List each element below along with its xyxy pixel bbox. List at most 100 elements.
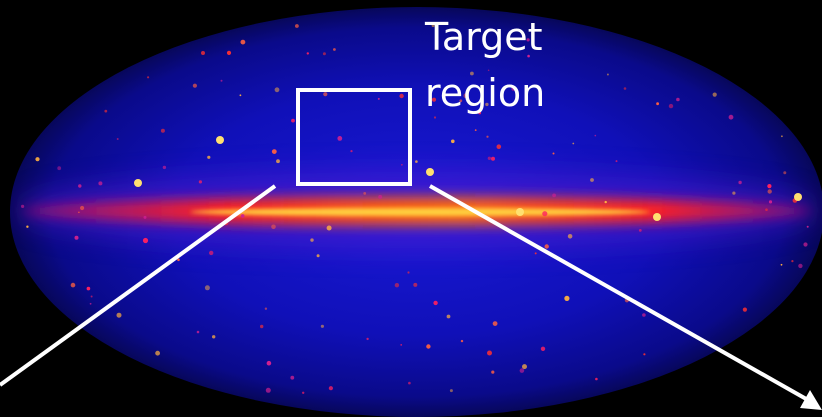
point-source <box>241 40 246 45</box>
point-source <box>104 110 107 113</box>
point-source <box>595 135 597 137</box>
point-source <box>669 104 673 108</box>
point-source <box>783 171 786 174</box>
point-source <box>493 321 498 326</box>
point-source <box>75 236 79 240</box>
point-source <box>323 92 327 96</box>
point-source <box>193 84 197 88</box>
point-source <box>769 200 772 203</box>
point-source <box>275 87 280 92</box>
point-source <box>363 192 366 195</box>
point-source <box>366 338 368 340</box>
point-source <box>447 315 451 319</box>
bright-source <box>516 208 524 216</box>
point-source <box>35 157 39 161</box>
point-source <box>395 283 399 287</box>
point-source <box>461 340 463 342</box>
point-source <box>451 140 455 144</box>
point-source <box>767 184 771 188</box>
point-source <box>564 296 569 301</box>
point-source <box>781 264 783 266</box>
point-source <box>143 238 148 243</box>
point-source <box>542 211 547 216</box>
galactic-core <box>190 208 650 216</box>
point-source <box>271 225 276 230</box>
point-source <box>207 156 210 159</box>
point-source <box>87 287 91 291</box>
point-source <box>791 260 793 262</box>
point-source <box>327 226 332 231</box>
point-source <box>605 201 607 203</box>
point-source <box>475 129 477 131</box>
point-source <box>729 115 734 120</box>
point-source <box>267 361 272 366</box>
bright-source <box>426 168 434 176</box>
point-source <box>205 285 210 290</box>
point-source <box>291 119 295 123</box>
point-source <box>798 264 802 268</box>
point-source <box>266 388 271 393</box>
point-source <box>295 24 299 28</box>
point-source <box>522 364 527 369</box>
point-source <box>803 242 807 246</box>
point-source <box>568 234 573 239</box>
point-source <box>260 325 263 328</box>
point-source <box>290 376 294 380</box>
point-source <box>209 251 213 255</box>
point-source <box>117 138 119 140</box>
point-source <box>433 301 437 305</box>
point-source <box>21 205 24 208</box>
point-source <box>98 181 102 185</box>
point-source <box>71 283 76 288</box>
point-source <box>413 283 417 287</box>
point-source <box>643 353 645 355</box>
point-source <box>639 229 642 232</box>
point-source <box>616 160 618 162</box>
point-source <box>768 189 772 193</box>
point-source <box>90 303 92 305</box>
point-source <box>486 136 488 138</box>
arrow-head <box>800 390 822 410</box>
point-source <box>738 181 741 184</box>
point-source <box>337 136 342 141</box>
bright-source <box>216 136 224 144</box>
point-source <box>26 226 28 228</box>
point-source <box>400 344 402 346</box>
point-source <box>163 166 166 169</box>
annotation-line: region <box>425 71 545 115</box>
annotation-line: Target <box>424 15 543 59</box>
bright-source <box>134 179 142 187</box>
point-source <box>407 271 409 273</box>
point-source <box>434 116 436 118</box>
point-source <box>350 150 352 152</box>
point-source <box>147 76 149 78</box>
point-source <box>199 180 202 183</box>
point-source <box>595 378 598 381</box>
point-source <box>117 313 122 318</box>
sky-map-figure: Target region <box>0 0 822 417</box>
point-source <box>144 216 147 219</box>
point-source <box>201 51 205 55</box>
point-source <box>78 184 81 187</box>
point-source <box>241 214 245 218</box>
point-source <box>624 87 627 90</box>
point-source <box>713 93 717 97</box>
point-source <box>333 48 336 51</box>
point-source <box>57 166 61 170</box>
point-source <box>221 80 223 82</box>
point-source <box>212 335 215 338</box>
point-source <box>541 347 545 351</box>
point-source <box>399 94 403 98</box>
point-source <box>656 102 659 105</box>
point-source <box>426 344 430 348</box>
point-source <box>590 178 594 182</box>
point-source <box>329 386 333 390</box>
point-source <box>155 351 160 356</box>
point-source <box>743 308 747 312</box>
point-source <box>323 52 326 55</box>
point-source <box>781 135 783 137</box>
point-source <box>765 208 768 211</box>
point-source <box>450 389 453 392</box>
point-source <box>78 212 80 214</box>
point-source <box>607 74 609 76</box>
